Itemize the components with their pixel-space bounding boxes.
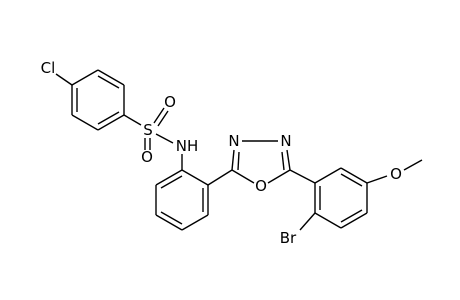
atom-labels: Cl S O O NH N N O Br O xyxy=(41,59,402,247)
atom-label: O xyxy=(164,93,176,111)
atom-label: O xyxy=(141,148,153,166)
atom-label: N xyxy=(228,132,239,150)
atom-label: Br xyxy=(280,229,297,247)
atom-label: Cl xyxy=(41,59,56,77)
atom-label: N xyxy=(280,132,291,150)
atom-label: O xyxy=(255,177,267,195)
atom-label: NH xyxy=(176,137,199,155)
atom-label: S xyxy=(143,121,153,139)
atom-label: O xyxy=(390,165,402,183)
bonds xyxy=(55,69,423,231)
